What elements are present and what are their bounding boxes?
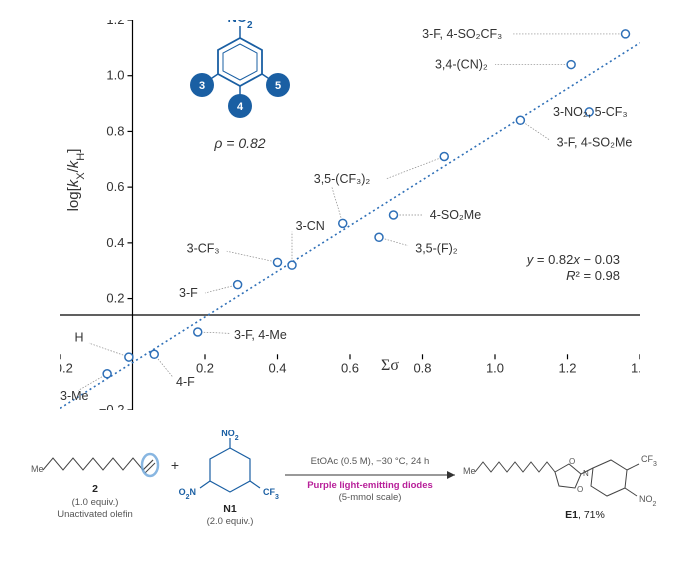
svg-text:H: H (75, 331, 84, 345)
svg-text:1.2: 1.2 (106, 20, 124, 27)
nitroarene-n1: NO2 O2N CF3 N1 (2.0 equiv.) (179, 430, 279, 527)
trend-equation: y = 0.82x − 0.03 (526, 252, 620, 267)
svg-text:1.2: 1.2 (558, 360, 576, 375)
leader-lines (78, 34, 625, 391)
left-label-sub1: (1.0 equiv.) (72, 497, 119, 508)
left-label-main: 2 (92, 483, 98, 495)
reaction-svg: Me 2 (1.0 equiv.) Unactivated olefin + N… (25, 430, 675, 560)
data-labels: 3-Me H 4-F 3-F, 4-Me 3-F 3-CF₃ 3-CN 3,5-(CF₃)₂ 3… (60, 27, 632, 403)
reaction-scheme: Me 2 (1.0 equiv.) Unactivated olefin + N… (25, 430, 675, 560)
y-axis-label: log[kX/kH] (65, 149, 87, 212)
chart-svg: −0.2 0.2 0.4 0.6 0.8 1.0 1.2 1.4 −0.2 0.2 0.4 0.6 0… (60, 20, 640, 410)
svg-text:3-NO₂, 5-CF₃: 3-NO₂, 5-CF₃ (553, 105, 628, 119)
svg-text:3,5-(CF₃)₂: 3,5-(CF₃)₂ (314, 172, 371, 186)
svg-text:3,5-(F)₂: 3,5-(F)₂ (415, 241, 458, 255)
svg-text:4-F: 4-F (176, 375, 195, 389)
svg-text:O: O (569, 457, 575, 466)
x-axis-label: Σσ (381, 357, 399, 374)
svg-text:3,4-(CN)₂: 3,4-(CN)₂ (435, 58, 488, 72)
olefin-2: Me 2 (1.0 equiv.) Unactivated olefin (31, 454, 158, 520)
svg-text:3-F, 4-Me: 3-F, 4-Me (234, 328, 287, 342)
svg-text:3-F, 4-SO₂Me: 3-F, 4-SO₂Me (557, 136, 633, 150)
svg-text:0.8: 0.8 (106, 123, 124, 138)
svg-text:1.0: 1.0 (106, 68, 124, 83)
svg-text:0.4: 0.4 (106, 235, 124, 250)
n1-o2n: O2N (179, 487, 196, 501)
svg-text:−0.2: −0.2 (99, 402, 125, 410)
hammett-chart: −0.2 0.2 0.4 0.6 0.8 1.0 1.2 1.4 −0.2 0.2 0.4 0.6 0… (60, 20, 640, 410)
rho-label: ρ = 0.82 (213, 135, 265, 151)
data-points (103, 30, 629, 378)
r-squared: R² = 0.98 (566, 268, 620, 283)
svg-text:O: O (577, 485, 583, 494)
svg-text:0.6: 0.6 (341, 360, 359, 375)
x-ticks: −0.2 0.2 0.4 0.6 0.8 1.0 1.2 1.4 (60, 354, 640, 375)
svg-text:3-CF₃: 3-CF₃ (187, 241, 220, 255)
n1-cf3: CF3 (263, 487, 279, 501)
y-ticks: −0.2 0.2 0.4 0.6 0.8 1.0 1.2 (99, 20, 133, 410)
left-me: Me (31, 464, 44, 474)
svg-text:0.2: 0.2 (196, 360, 214, 375)
inset-pos-3: 3 (199, 80, 205, 92)
plus-sign: + (171, 457, 179, 473)
svg-text:0.8: 0.8 (413, 360, 431, 375)
e1-me: Me (463, 466, 476, 476)
e1-no2: NO2 (639, 494, 657, 508)
left-label-sub2: Unactivated olefin (57, 509, 133, 520)
trend-line (60, 43, 640, 408)
svg-text:4-SO₂Me: 4-SO₂Me (430, 208, 481, 222)
page: −0.2 0.2 0.4 0.6 0.8 1.0 1.2 1.4 −0.2 0.2 0.4 0.6 0… (0, 0, 700, 570)
svg-text:0.2: 0.2 (106, 291, 124, 306)
svg-text:1.0: 1.0 (486, 360, 504, 375)
product-e1: Me O N O CF3 NO2 E1, 71% (463, 454, 657, 521)
n1-label: N1 (223, 503, 237, 515)
inset-pos-5: 5 (275, 80, 281, 92)
e1-label: E1, 71% (565, 509, 605, 521)
cond-line3: (5-mmol scale) (339, 492, 402, 503)
svg-text:0.6: 0.6 (106, 179, 124, 194)
svg-text:0.4: 0.4 (268, 360, 286, 375)
reaction-arrow-group: EtOAc (0.5 M), −30 °C, 24 h Purple light… (285, 456, 455, 503)
svg-text:1.4: 1.4 (631, 360, 640, 375)
molecule-inset: NO2 3 4 5 (190, 20, 290, 118)
e1-cf3: CF3 (641, 454, 657, 468)
cond-line1: EtOAc (0.5 M), −30 °C, 24 h (311, 456, 430, 467)
svg-text:3-F, 4-SO₂CF₃: 3-F, 4-SO₂CF₃ (422, 27, 502, 41)
svg-text:3-F: 3-F (179, 286, 198, 300)
svg-text:3-CN: 3-CN (296, 219, 325, 233)
inset-pos-4: 4 (237, 101, 244, 113)
svg-text:3-Me: 3-Me (60, 389, 89, 403)
n1-sub: (2.0 equiv.) (207, 516, 254, 527)
svg-text:−0.2: −0.2 (60, 360, 73, 375)
cond-line2: Purple light-emitting diodes (307, 480, 433, 491)
